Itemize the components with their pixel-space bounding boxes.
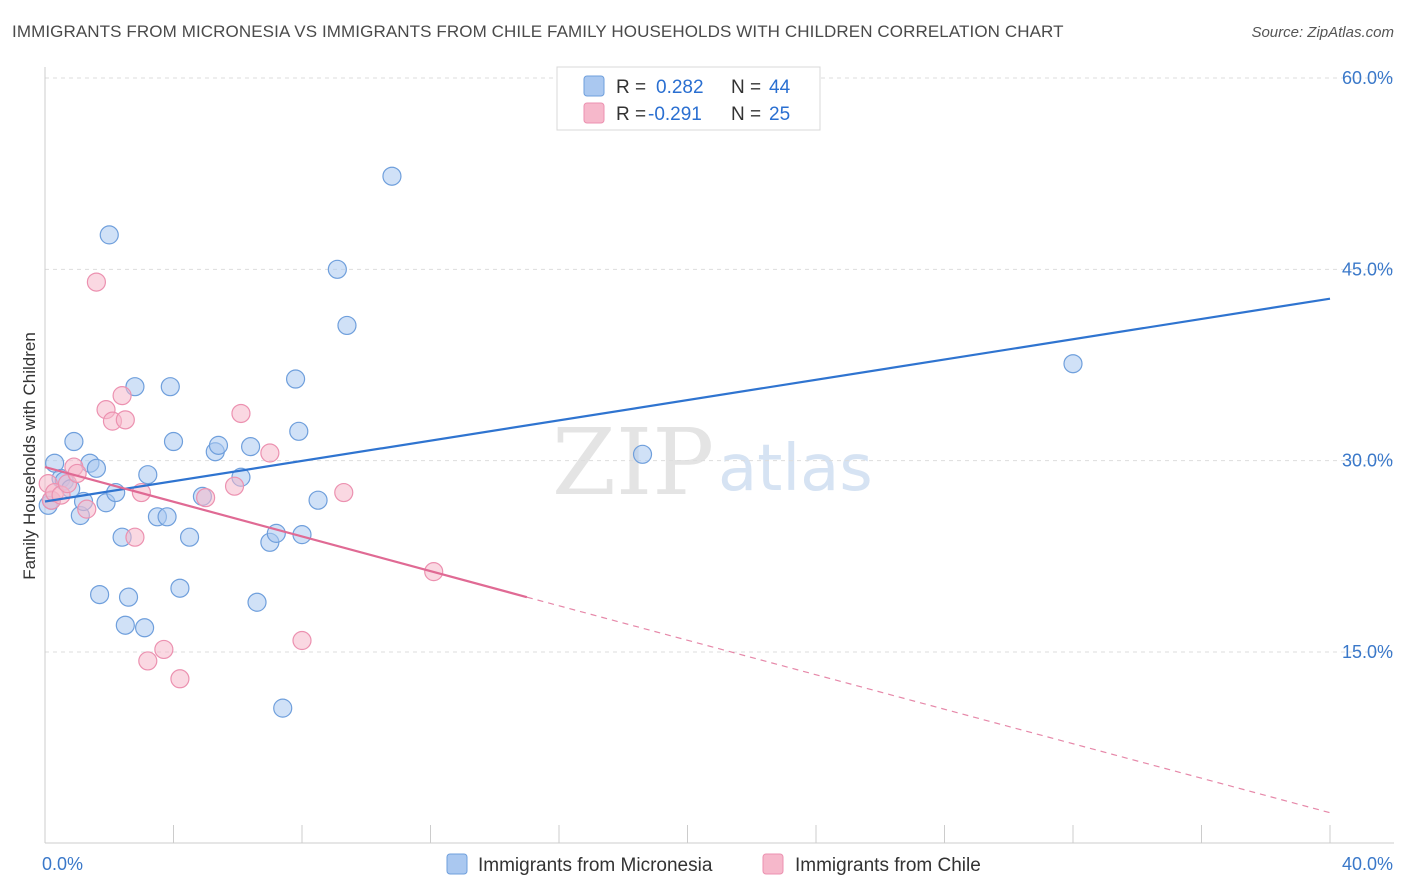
micronesia-point bbox=[289, 421, 309, 441]
micronesia-point bbox=[327, 259, 347, 279]
micronesia-point bbox=[134, 618, 155, 638]
chart-source: Source: ZipAtlas.com bbox=[1251, 24, 1394, 41]
y-tick-label: 45.0% bbox=[1342, 259, 1393, 279]
chile-point bbox=[125, 527, 145, 547]
chile-point bbox=[260, 443, 280, 463]
legend-n-value-1: 44 bbox=[769, 77, 791, 98]
chart-title: IMMIGRANTS FROM MICRONESIA VS IMMIGRANTS… bbox=[12, 22, 1064, 41]
chile-point bbox=[170, 669, 190, 689]
bottom-legend-label-micronesia: Immigrants from Micronesia bbox=[478, 855, 713, 876]
micronesia-point bbox=[64, 431, 84, 452]
chile-point bbox=[77, 499, 97, 519]
watermark: ZIP atlas bbox=[552, 409, 873, 516]
chile-point bbox=[86, 272, 107, 292]
chile-point bbox=[115, 410, 135, 430]
micronesia-point bbox=[170, 578, 190, 598]
micronesia-point bbox=[163, 431, 184, 452]
micronesia-trend-line bbox=[44, 297, 1331, 503]
legend-n-value-2: 25 bbox=[769, 104, 790, 125]
micronesia-point bbox=[241, 437, 261, 457]
y-tick-label: 30.0% bbox=[1342, 451, 1393, 471]
legend: R = 0.282 N = 44 R = -0.291 N = 25 bbox=[556, 66, 821, 131]
y-axis-label: Family Households with Children bbox=[20, 332, 39, 580]
micronesia-point bbox=[179, 527, 200, 547]
legend-r-value-2: -0.291 bbox=[648, 104, 702, 125]
micronesia-point bbox=[138, 465, 158, 485]
micronesia-point bbox=[160, 377, 180, 397]
watermark-atlas: atlas bbox=[718, 432, 873, 506]
chile-point bbox=[292, 630, 312, 651]
y-tick-label: 60.0% bbox=[1342, 68, 1393, 88]
micronesia-point bbox=[337, 315, 357, 336]
legend-swatch-chile bbox=[583, 102, 605, 124]
micronesia-point bbox=[632, 444, 653, 464]
x-ticks bbox=[44, 825, 1331, 843]
micronesia-point bbox=[382, 166, 402, 186]
legend-swatch-micronesia bbox=[583, 75, 605, 97]
micronesia-point bbox=[115, 615, 135, 635]
gridlines: 15.0% 30.0% 45.0% 60.0% bbox=[45, 68, 1394, 662]
trend-lines bbox=[44, 297, 1331, 814]
micronesia-point bbox=[247, 592, 267, 612]
bottom-legend: Immigrants from Micronesia Immigrants fr… bbox=[446, 853, 981, 876]
legend-n-label-2: N = bbox=[731, 104, 761, 125]
micronesia-point bbox=[208, 435, 229, 455]
chile-point bbox=[334, 482, 354, 503]
legend-r-label-2: R = bbox=[616, 104, 646, 125]
micronesia-point bbox=[90, 584, 110, 605]
chile-trend-line-extension bbox=[526, 596, 1331, 814]
micronesia-point bbox=[308, 490, 328, 510]
bottom-legend-swatch-micronesia bbox=[446, 853, 468, 875]
chile-point bbox=[231, 403, 251, 424]
micronesia-point bbox=[157, 507, 177, 527]
micronesia-point bbox=[273, 698, 293, 718]
x-tick-label-min: 0.0% bbox=[42, 854, 83, 874]
chile-trend-line bbox=[44, 465, 528, 599]
y-tick-label: 15.0% bbox=[1342, 642, 1393, 662]
x-tick-label-max: 40.0% bbox=[1342, 854, 1393, 874]
chile-point bbox=[224, 476, 245, 496]
micronesia-point bbox=[285, 369, 306, 389]
legend-r-label-1: R = bbox=[616, 77, 646, 98]
micronesia-point bbox=[86, 458, 107, 478]
chile-point bbox=[196, 488, 216, 508]
watermark-zip: ZIP bbox=[552, 409, 714, 516]
micronesia-point bbox=[1063, 354, 1083, 374]
micronesia-point bbox=[118, 587, 139, 607]
data-points bbox=[38, 166, 1083, 718]
chile-point bbox=[154, 639, 174, 660]
chile-point bbox=[112, 386, 132, 406]
legend-r-value-1: 0.282 bbox=[656, 77, 704, 98]
bottom-legend-swatch-chile bbox=[762, 853, 784, 875]
micronesia-point bbox=[99, 225, 119, 245]
chile-point bbox=[138, 651, 158, 671]
legend-n-label-1: N = bbox=[731, 77, 761, 98]
bottom-legend-label-chile: Immigrants from Chile bbox=[795, 855, 981, 876]
